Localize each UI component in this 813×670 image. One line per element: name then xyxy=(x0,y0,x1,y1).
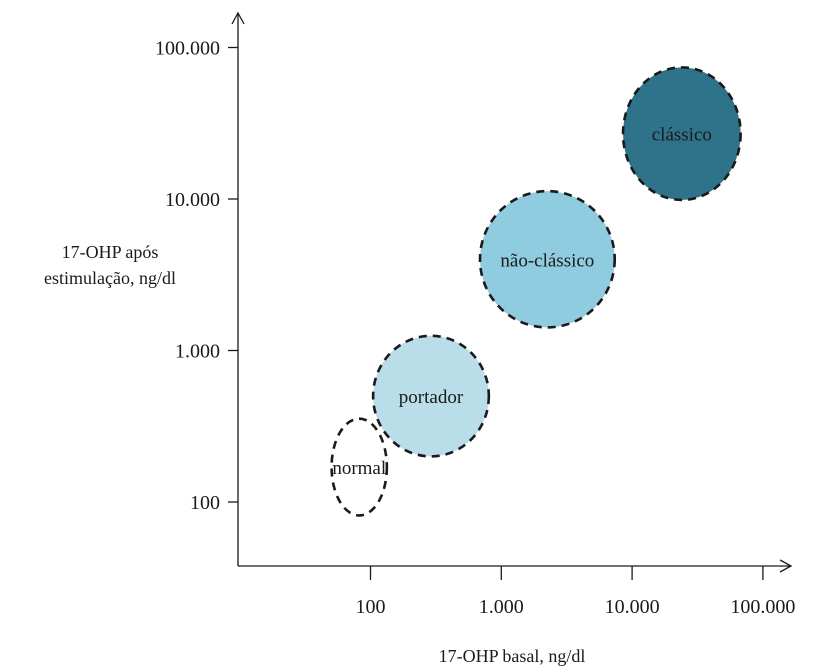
group-label-2: não-clássico xyxy=(500,250,594,271)
group-label-1: portador xyxy=(399,387,464,408)
x-tick-label: 10.000 xyxy=(605,596,660,618)
y-tick-label: 10.000 xyxy=(165,189,220,211)
group-label-3: clássico xyxy=(652,125,712,146)
x-tick-label: 100 xyxy=(356,596,386,618)
y-tick-label: 1.000 xyxy=(175,341,220,363)
ticks-layer: 100 1.000 10.000 100.000 100 1.000 10.000 100.0… xyxy=(155,38,795,619)
group-region-1 xyxy=(371,334,491,458)
groups-layer: normal portador não-clássico clássico xyxy=(330,66,742,517)
x-axis-arrow xyxy=(779,559,793,573)
axes-layer xyxy=(231,11,793,573)
group-region-2 xyxy=(478,189,617,329)
y-axis-arrow xyxy=(231,11,245,25)
y-axis-title-line-2: estimulação, ng/dl xyxy=(44,268,176,288)
group-region-0 xyxy=(330,417,389,517)
y-tick-label: 100.000 xyxy=(155,38,220,60)
y-tick-label: 100 xyxy=(190,492,220,514)
group-region-3 xyxy=(621,66,742,202)
x-tick-label: 100.000 xyxy=(730,596,795,618)
y-axis-title-line-1: 17-OHP após xyxy=(62,242,159,262)
group-label-0: normal xyxy=(332,458,386,479)
x-axis-title: 17-OHP basal, ng/dl xyxy=(439,646,586,666)
x-tick-label: 1.000 xyxy=(479,596,524,618)
